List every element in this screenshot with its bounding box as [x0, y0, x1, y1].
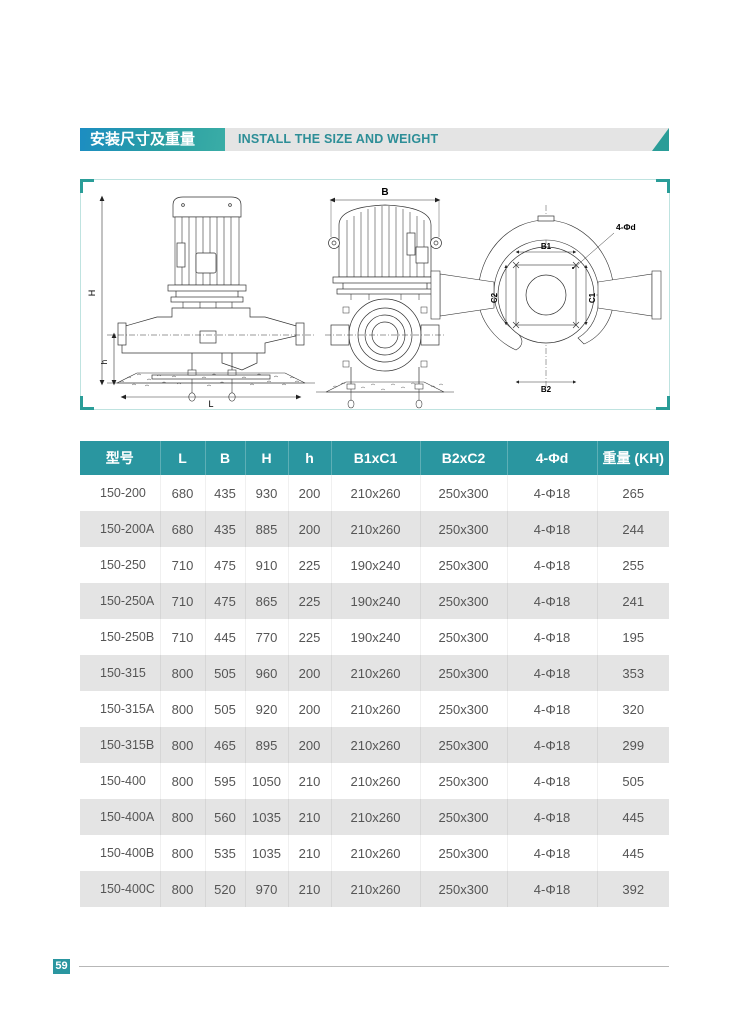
svg-text:B1: B1	[541, 242, 552, 251]
svg-text:H: H	[87, 290, 97, 297]
svg-text:4-Φd: 4-Φd	[616, 222, 636, 232]
svg-text:h: h	[100, 360, 109, 364]
svg-text:C1: C1	[588, 292, 597, 303]
svg-text:B2: B2	[541, 385, 552, 394]
svg-text:B: B	[381, 187, 388, 198]
svg-text:C2: C2	[490, 292, 499, 303]
svg-text:L: L	[208, 399, 213, 409]
